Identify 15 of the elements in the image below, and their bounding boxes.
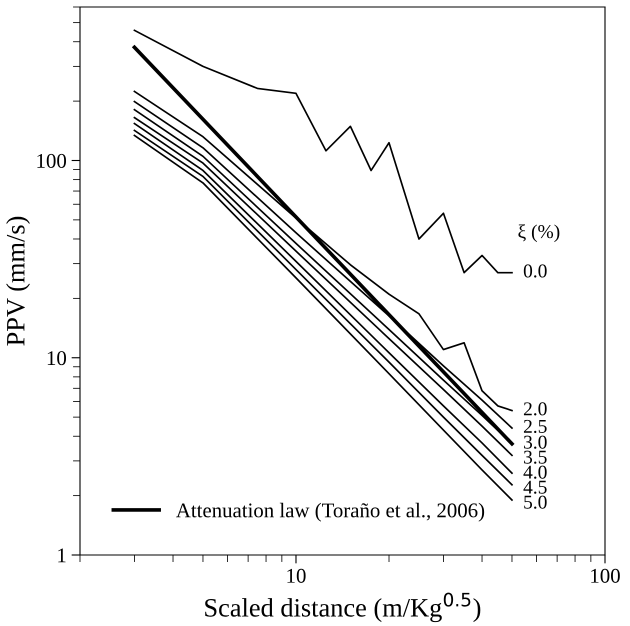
annotation: ξ (%) [518, 224, 560, 242]
annotation: 3.0 [524, 436, 547, 449]
y-tick-label: 1 [58, 548, 66, 562]
y-axis-title: PPV (mm/s) [6, 216, 30, 346]
annotation: 2.5 [524, 420, 547, 434]
y-tick-label: 10 [48, 351, 66, 366]
annotation: 0.0 [524, 264, 547, 278]
annotation: 2.0 [524, 402, 547, 416]
annotation: 4.0 [523, 466, 547, 479]
annotation: 5.0 [524, 496, 547, 509]
x-axis-title: Scaled distance (m/Kg$^{0.5}$) [205, 592, 480, 622]
legend-label: Attenuation law (Toraño et al., 2006) [176, 502, 484, 522]
annotation: 3.5 [524, 450, 547, 464]
y-tick-label: 100 [37, 154, 66, 168]
annotation: 4.5 [523, 480, 547, 494]
